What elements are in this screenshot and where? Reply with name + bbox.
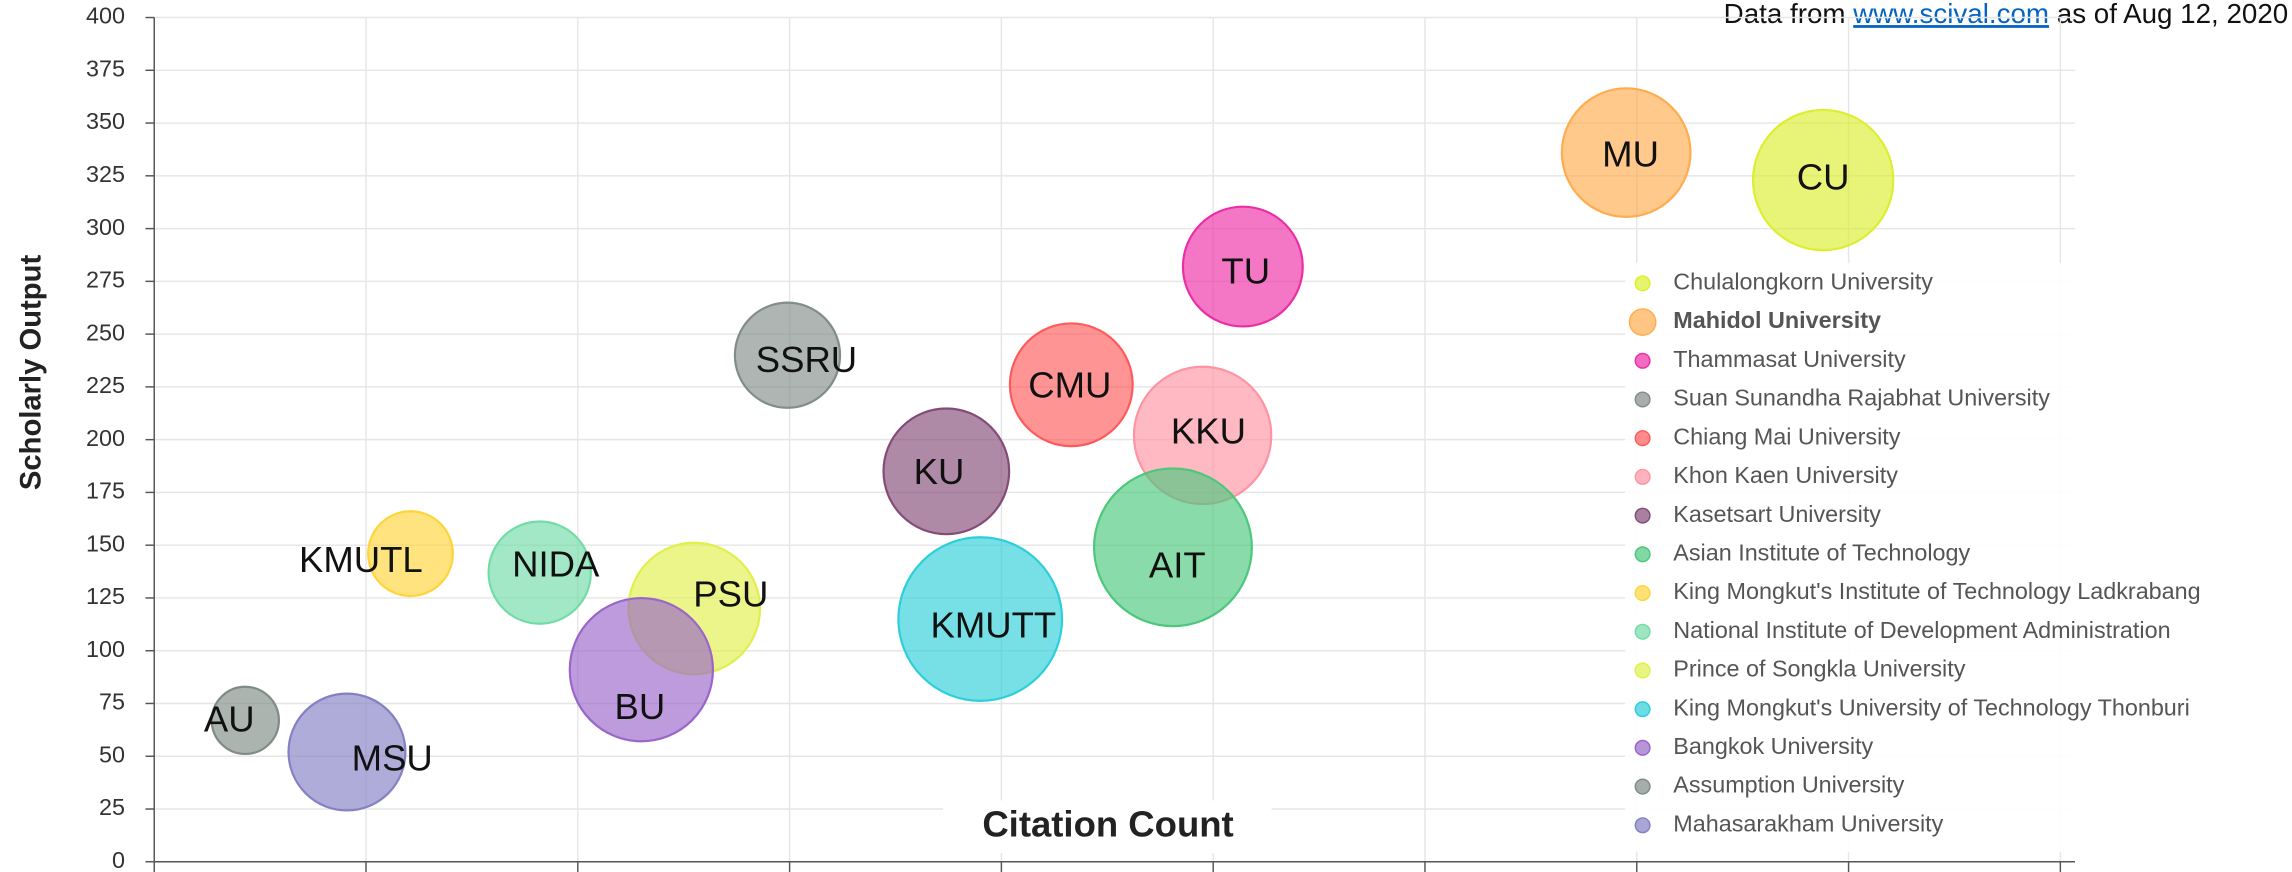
bubble-label: NIDA bbox=[512, 543, 600, 584]
y-tick-label: 175 bbox=[86, 478, 125, 504]
y-tick-label: 150 bbox=[86, 530, 125, 556]
legend-bg bbox=[1625, 262, 2280, 853]
bubble bbox=[487, 520, 592, 625]
legend-marker bbox=[1634, 623, 1651, 640]
bubble-label: KMUTT bbox=[931, 604, 1057, 645]
bubble-label: TU bbox=[1221, 251, 1270, 292]
bubble-label: AU bbox=[204, 698, 255, 739]
bubble bbox=[1181, 205, 1304, 328]
bubble-label: KU bbox=[914, 451, 965, 492]
bubble-label: BU bbox=[615, 686, 666, 727]
legend-marker bbox=[1634, 275, 1651, 292]
y-tick-label: 375 bbox=[86, 55, 125, 81]
legend-entry[interactable]: Prince of Songkla University bbox=[1673, 656, 1965, 682]
annotation-link[interactable]: www.scival.com bbox=[1852, 0, 2049, 29]
bubble bbox=[882, 407, 1011, 536]
legend-entry[interactable]: Chulalongkorn University bbox=[1673, 269, 1933, 295]
x-label-bg bbox=[942, 800, 1272, 854]
y-tick-label: 400 bbox=[86, 3, 125, 29]
bubble bbox=[897, 536, 1064, 702]
legend-marker bbox=[1634, 468, 1651, 485]
y-tick-label: 325 bbox=[86, 161, 125, 187]
legend-marker bbox=[1634, 739, 1651, 756]
legend-marker bbox=[1634, 391, 1651, 408]
legend-entry[interactable]: Asian Institute of Technology bbox=[1673, 539, 1970, 565]
bubble-label: KMUTL bbox=[299, 539, 423, 580]
x-axis-label: Citation Count bbox=[982, 803, 1233, 844]
annotation-suffix: as of Aug 12, 2020 bbox=[2049, 0, 2288, 29]
y-tick-label: 200 bbox=[86, 425, 125, 451]
y-tick-label: 350 bbox=[86, 108, 125, 134]
legend-entry[interactable]: King Mongkut's University of Technology … bbox=[1673, 694, 2189, 720]
bubble-label: AIT bbox=[1149, 544, 1206, 585]
legend-entry[interactable]: Bangkok University bbox=[1673, 733, 1873, 759]
legend-entry[interactable]: Assumption University bbox=[1673, 772, 1904, 798]
annotation: Data from www.scival.com as of Aug 12, 2… bbox=[1724, 0, 2289, 29]
y-tick-label: 125 bbox=[86, 583, 125, 609]
bubble-label: PSU bbox=[693, 573, 768, 614]
y-tick-label: 300 bbox=[86, 214, 125, 240]
bubble bbox=[367, 510, 454, 598]
legend-marker bbox=[1634, 352, 1651, 369]
legend-entry[interactable]: King Mongkut's Institute of Technology L… bbox=[1673, 578, 2200, 604]
legend-marker bbox=[1634, 507, 1651, 524]
bubble bbox=[1560, 87, 1692, 218]
legend-entry[interactable]: Kasetsart University bbox=[1673, 501, 1881, 527]
legend-marker bbox=[1628, 308, 1657, 336]
bubble-label: CU bbox=[1797, 157, 1850, 198]
y-tick-label: 50 bbox=[99, 741, 125, 767]
bubble bbox=[1008, 322, 1134, 448]
bubble-label: KKU bbox=[1171, 411, 1246, 452]
y-tick-label: 75 bbox=[99, 689, 125, 715]
legend-entry[interactable]: Suan Sunandha Rajabhat University bbox=[1673, 385, 2050, 411]
bubble bbox=[1092, 467, 1253, 628]
bubble-label: MSU bbox=[352, 737, 433, 778]
legend-marker bbox=[1634, 430, 1651, 447]
y-axis-label: Scholarly Output bbox=[16, 255, 48, 491]
y-tick-label: 250 bbox=[86, 319, 125, 345]
legend-entry[interactable]: Mahasarakham University bbox=[1673, 810, 1943, 836]
bubble bbox=[568, 597, 715, 743]
bubble bbox=[287, 692, 407, 812]
bubble-label: CMU bbox=[1028, 364, 1111, 405]
bubble bbox=[733, 301, 842, 409]
legend-marker bbox=[1634, 778, 1651, 795]
annotation-prefix: Data from bbox=[1724, 0, 1854, 29]
y-tick-label: 225 bbox=[86, 372, 125, 398]
y-tick-label: 0 bbox=[112, 847, 125, 872]
legend-entry[interactable]: Thammasat University bbox=[1673, 346, 1906, 372]
y-tick-label: 25 bbox=[99, 794, 125, 820]
legend-marker bbox=[1634, 546, 1651, 563]
legend-entry[interactable]: National Institute of Development Admini… bbox=[1673, 617, 2170, 643]
legend-entry[interactable]: Mahidol University bbox=[1673, 307, 1881, 333]
bubble bbox=[210, 685, 280, 756]
bubble-label: SSRU bbox=[756, 339, 857, 380]
legend-marker bbox=[1634, 584, 1651, 602]
legend-entry[interactable]: Khon Kaen University bbox=[1673, 462, 1898, 488]
y-tick-label: 275 bbox=[86, 267, 125, 293]
legend-marker bbox=[1634, 662, 1651, 679]
bubble-label: MU bbox=[1602, 134, 1659, 175]
bubble bbox=[1751, 108, 1895, 252]
legend-marker bbox=[1634, 817, 1651, 834]
legend-entry[interactable]: Chiang Mai University bbox=[1673, 423, 1901, 449]
legend-marker bbox=[1634, 701, 1651, 718]
y-tick-label: 100 bbox=[86, 636, 125, 662]
